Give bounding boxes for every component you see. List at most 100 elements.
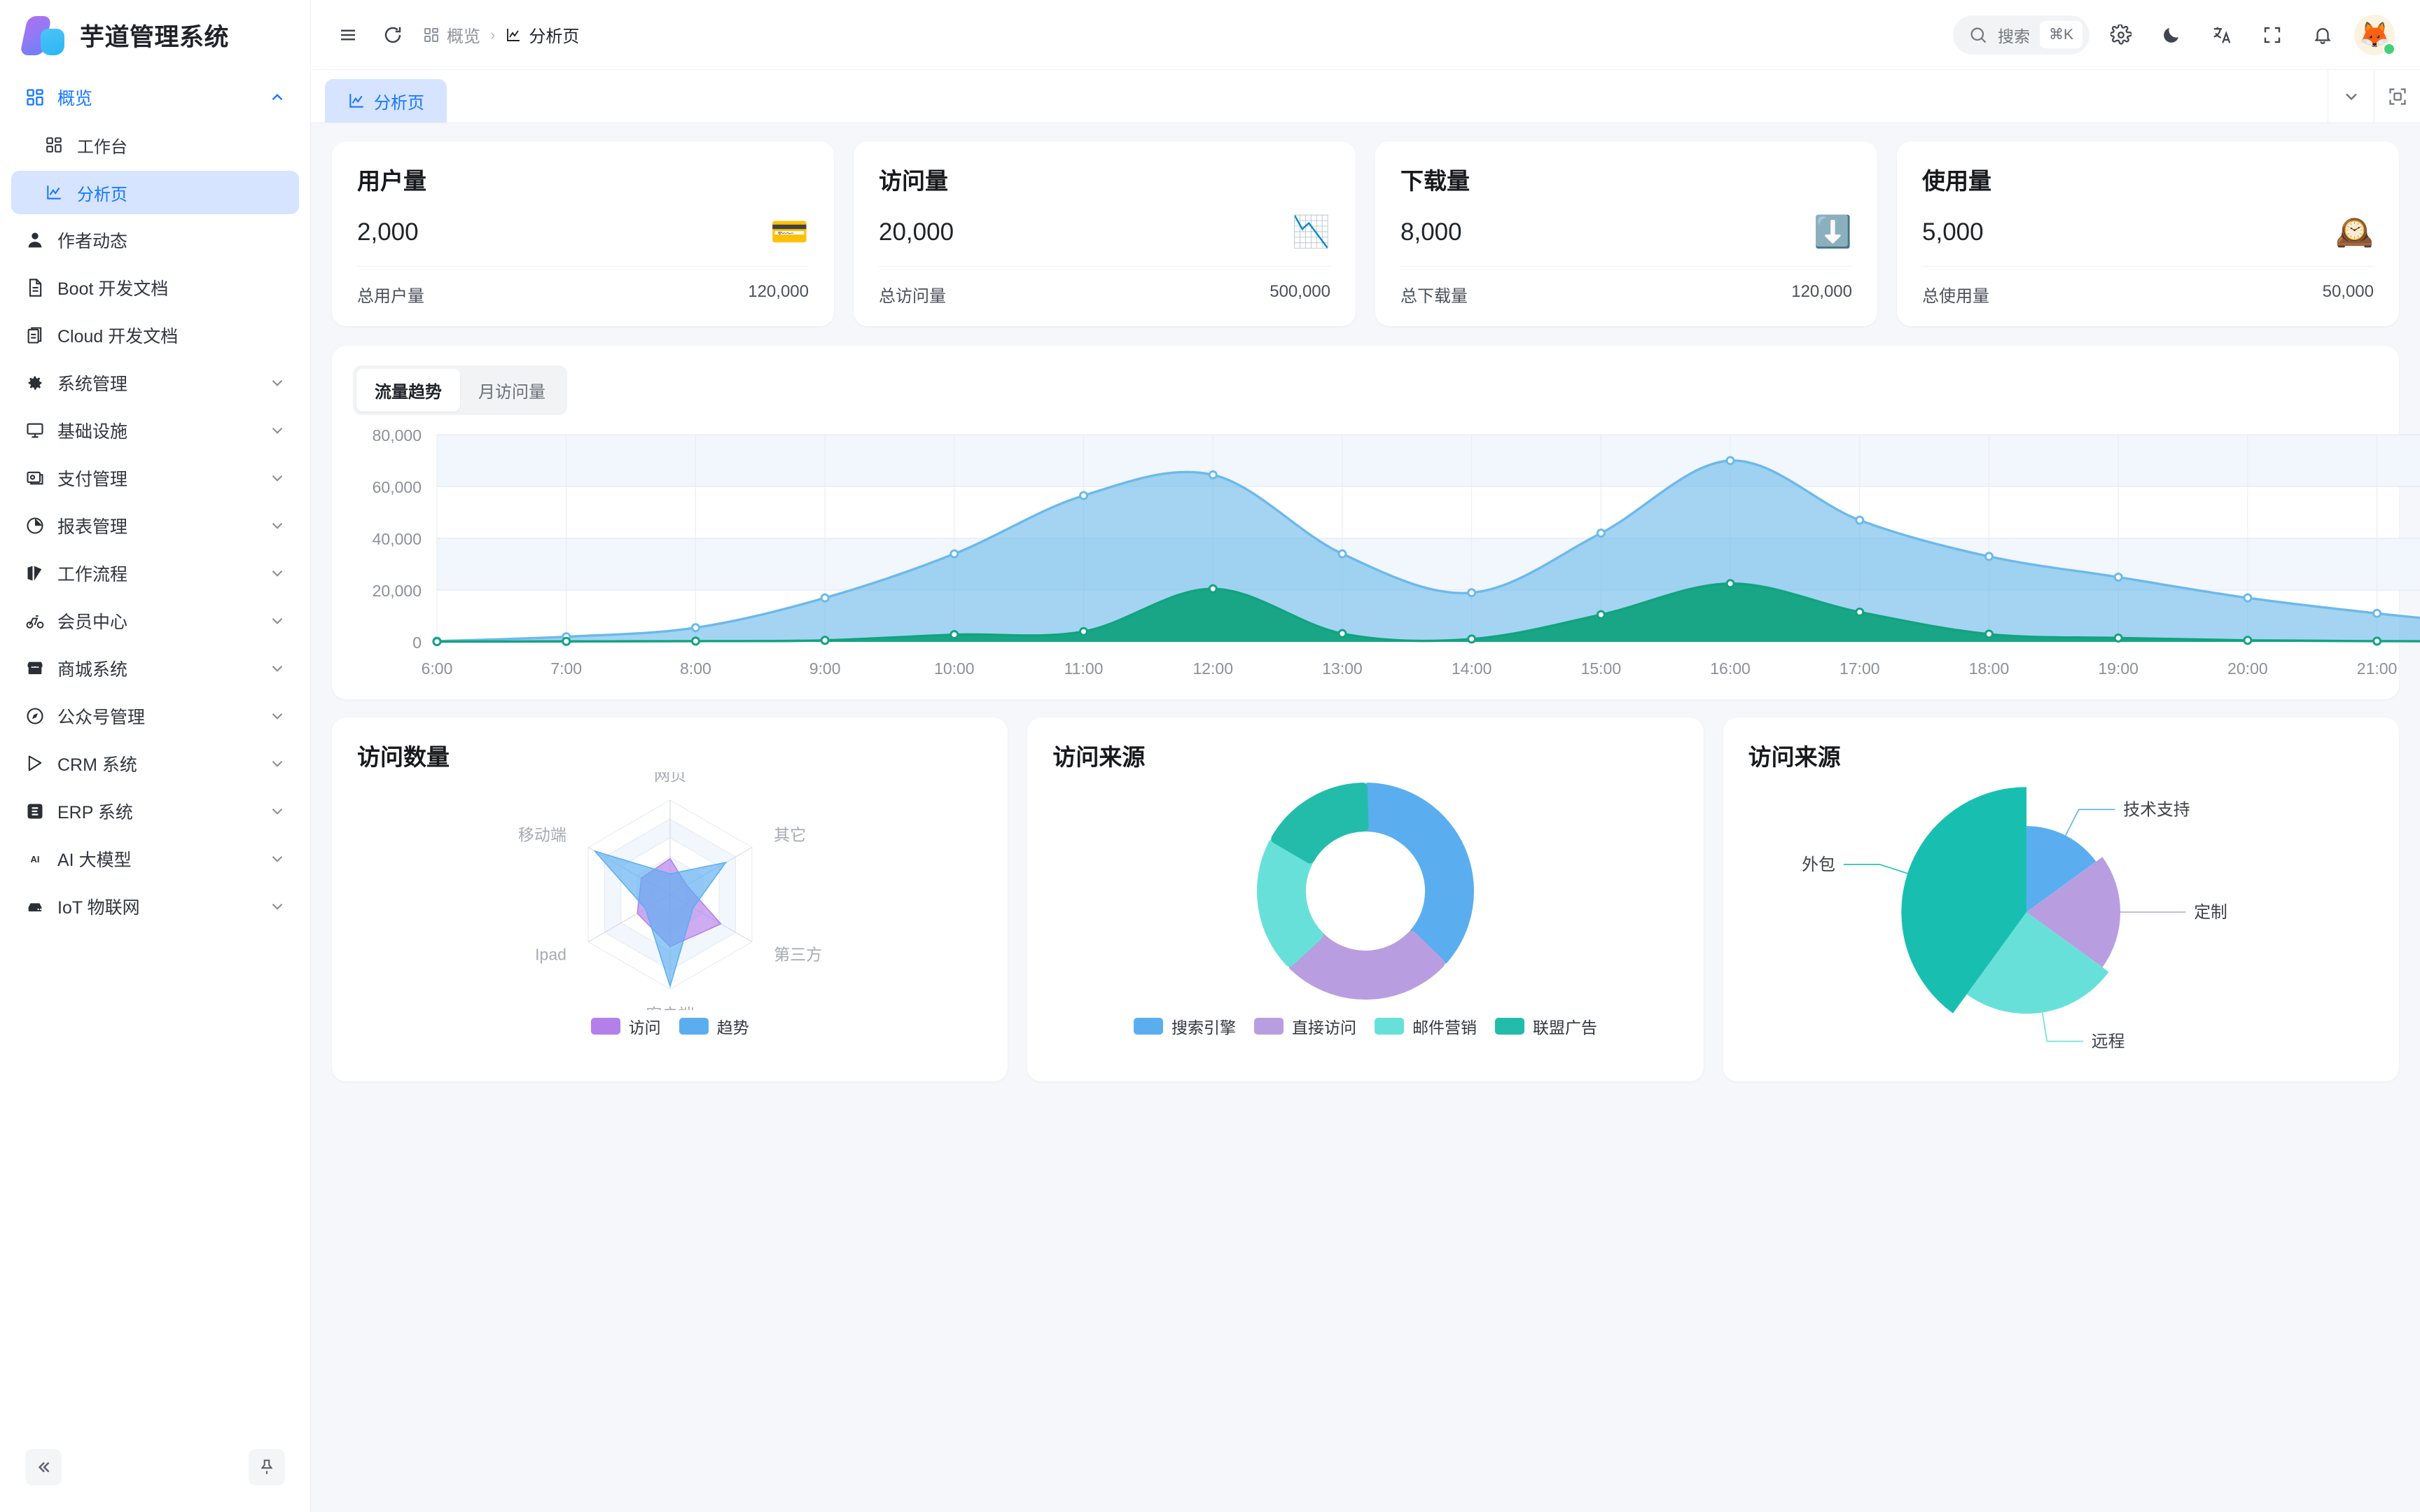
legend-item[interactable]: 访问: [590, 1014, 661, 1038]
sidebar-item-label: Boot 开发文档: [57, 279, 169, 299]
tab-analysis[interactable]: 分析页: [325, 79, 447, 122]
svg-text:AI: AI: [31, 854, 40, 864]
chevron-down-icon[interactable]: [268, 469, 286, 487]
sidebar-item-ai[interactable]: AI AI 大模型: [11, 837, 299, 881]
sidebar-item-mall[interactable]: 商城系统: [11, 647, 299, 690]
pin-icon[interactable]: [249, 1449, 285, 1485]
chevron-down-icon[interactable]: [268, 517, 286, 535]
sidebar-item-analysis[interactable]: 分析页: [11, 171, 299, 214]
legend-item[interactable]: 搜索引擎: [1133, 1014, 1236, 1038]
search-label: 搜索: [1997, 27, 2030, 46]
rose-pie-chart[interactable]: 技术支持 定制 远程 外包: [1748, 772, 2374, 1052]
stat-footer-value: 120,000: [748, 282, 809, 301]
svg-text:20:00: 20:00: [2227, 659, 2268, 678]
chevron-down-icon[interactable]: [268, 707, 286, 725]
stat-footer-value: 50,000: [2322, 282, 2374, 301]
legend-item[interactable]: 趋势: [679, 1014, 749, 1038]
donut-chart[interactable]: [1052, 772, 1678, 1010]
chevron-down-icon[interactable]: [2328, 70, 2374, 122]
breadcrumb-label: 分析页: [529, 27, 580, 46]
svg-text:80,000: 80,000: [373, 428, 422, 444]
chart-line-icon: [45, 183, 69, 202]
chevron-down-icon[interactable]: [268, 421, 286, 440]
hamburger-icon[interactable]: [329, 16, 367, 54]
stat-footer-label: 总访问量: [879, 287, 946, 306]
search-button[interactable]: 搜索 ⌘K: [1952, 15, 2089, 55]
chevron-down-icon[interactable]: [268, 612, 286, 630]
sidebar-item-workbench[interactable]: 工作台: [11, 123, 299, 167]
legend-swatch: [679, 1018, 709, 1035]
main-area: 概览 › 分析页 搜索 ⌘K �: [311, 0, 2420, 1512]
avatar[interactable]: 🦊: [2354, 14, 2395, 55]
erp-icon: [25, 802, 49, 821]
maximize-icon[interactable]: [2374, 70, 2420, 122]
moon-icon[interactable]: [2153, 16, 2190, 54]
chevron-down-icon[interactable]: [268, 802, 286, 820]
svg-text:技术支持: 技术支持: [2123, 800, 2190, 819]
translate-icon[interactable]: [2203, 16, 2241, 54]
legend-label: 趋势: [716, 1018, 749, 1037]
segment-traffic-trend[interactable]: 流量趋势: [356, 369, 460, 412]
bell-icon[interactable]: [2304, 16, 2342, 54]
chevron-down-icon[interactable]: [268, 897, 286, 916]
panel-title: 访问来源: [1748, 744, 1841, 770]
chevron-down-icon[interactable]: [268, 755, 286, 773]
topbar-actions: 搜索 ⌘K 🦊: [1952, 14, 2395, 55]
sidebar-item-label: Cloud 开发文档: [57, 327, 179, 346]
stat-title: 访问量: [879, 168, 948, 194]
svg-text:14:00: 14:00: [1452, 659, 1492, 678]
svg-text:远程: 远程: [2091, 1032, 2125, 1051]
svg-text:移动端: 移动端: [518, 826, 566, 844]
sidebar-item-system[interactable]: 系统管理: [11, 361, 299, 405]
svg-text:12:00: 12:00: [1192, 659, 1233, 678]
sidebar-item-member[interactable]: 会员中心: [11, 599, 299, 643]
breadcrumb-separator: ›: [490, 25, 496, 43]
legend-item[interactable]: 联盟广告: [1494, 1014, 1597, 1038]
sidebar-item-cloud-docs[interactable]: Cloud 开发文档: [11, 314, 299, 357]
divider: [879, 266, 1330, 267]
stat-card-downloads: 下载量 8,000 ⬇️ 总下载量 120,000: [1375, 141, 1877, 326]
sidebar-item-label: 概览: [57, 89, 93, 108]
svg-text:7:00: 7:00: [550, 659, 582, 678]
sidebar-item-workflow[interactable]: 工作流程: [11, 552, 299, 595]
sidebar-item-infrastructure[interactable]: 基础设施: [11, 409, 299, 452]
legend-item[interactable]: 直接访问: [1253, 1014, 1356, 1038]
chevron-up-icon[interactable]: [268, 88, 286, 106]
sidebar-item-overview[interactable]: 概览: [11, 76, 299, 119]
chevron-down-icon[interactable]: [268, 659, 286, 678]
breadcrumb-item-analysis[interactable]: 分析页: [505, 22, 579, 47]
chevron-down-icon[interactable]: [268, 564, 286, 582]
double-chevron-left-icon[interactable]: [25, 1449, 62, 1485]
legend-item[interactable]: 邮件营销: [1374, 1014, 1477, 1038]
chevron-down-icon[interactable]: [268, 850, 286, 868]
svg-text:外包: 外包: [1802, 855, 1835, 874]
sidebar-item-payment[interactable]: 支付管理: [11, 456, 299, 500]
stat-title: 使用量: [1922, 168, 1991, 194]
download-arrow-icon: ⬇️: [1814, 215, 1852, 249]
svg-text:18:00: 18:00: [1969, 659, 2010, 678]
sidebar-item-author[interactable]: 作者动态: [11, 218, 299, 262]
bike-icon: [25, 611, 49, 631]
trend-area-chart[interactable]: 0 20,000 40,000 60,000 80,000 6:00 7:00 8:00 9:…: [353, 428, 2420, 687]
sidebar-item-crm[interactable]: CRM 系统: [11, 742, 299, 785]
topbar: 概览 › 分析页 搜索 ⌘K �: [311, 0, 2420, 70]
stat-footer-value: 120,000: [1791, 282, 1852, 301]
sidebar-item-iot[interactable]: IoT 物联网: [11, 885, 299, 928]
sidebar-item-official-account[interactable]: 公众号管理: [11, 694, 299, 738]
brand[interactable]: 芋道管理系统: [0, 0, 310, 70]
refresh-icon[interactable]: [374, 16, 412, 54]
sidebar-item-label: 基础设施: [57, 422, 128, 442]
sidebar-item-boot-docs[interactable]: Boot 开发文档: [11, 266, 299, 309]
svg-text:9:00: 9:00: [809, 659, 841, 678]
expand-icon[interactable]: [2253, 16, 2291, 54]
clock-icon: 🕰️: [2335, 215, 2374, 249]
chevron-down-icon[interactable]: [268, 374, 286, 392]
breadcrumb-item-overview[interactable]: 概览: [423, 22, 480, 47]
sidebar-item-erp[interactable]: ERP 系统: [11, 790, 299, 833]
segment-monthly-visits[interactable]: 月访问量: [478, 383, 545, 402]
ai-icon: AI: [25, 850, 49, 867]
radar-chart[interactable]: 网页其它第三方客户端 Ipad 移动端: [357, 772, 982, 1010]
gear-icon[interactable]: [2102, 16, 2140, 54]
sidebar-item-report[interactable]: 报表管理: [11, 504, 299, 547]
legend-swatch: [1374, 1018, 1404, 1035]
